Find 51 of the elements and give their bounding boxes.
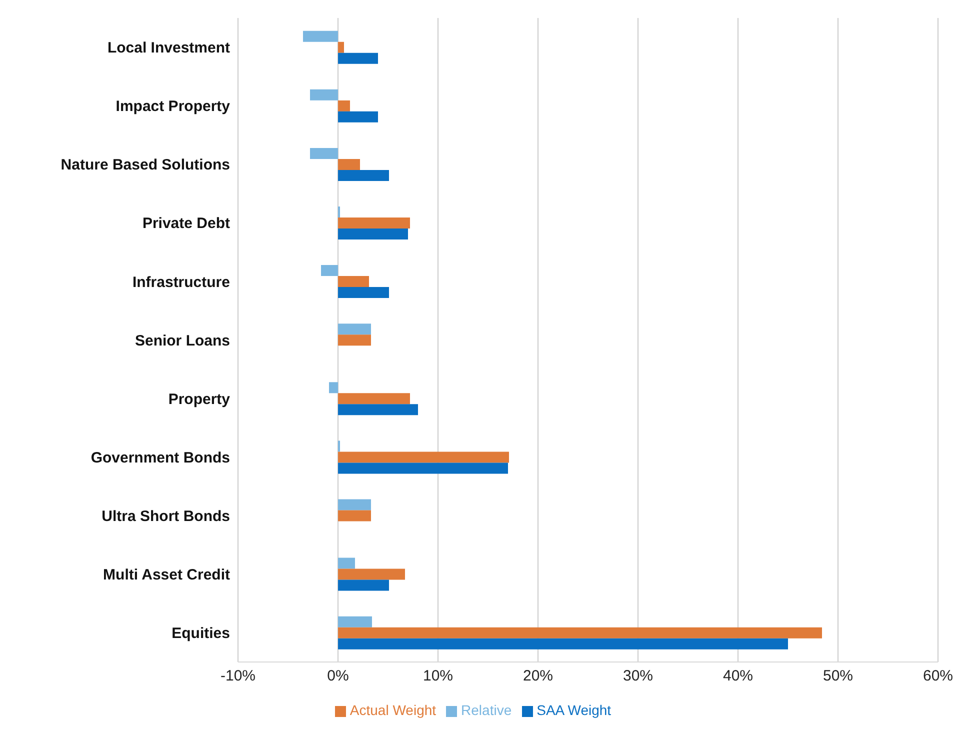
y-tick-label: Property bbox=[168, 390, 231, 408]
bar bbox=[338, 510, 371, 522]
bar bbox=[338, 580, 389, 591]
x-tick-label: 50% bbox=[822, 668, 854, 685]
bar bbox=[338, 287, 389, 298]
bar bbox=[338, 558, 355, 569]
bar bbox=[338, 111, 378, 122]
y-tick-label: Senior Loans bbox=[134, 332, 230, 350]
x-tick-label: 30% bbox=[622, 668, 654, 685]
y-tick-label: Private Debt bbox=[142, 215, 230, 232]
bar bbox=[338, 324, 371, 335]
y-tick-label: Equities bbox=[172, 625, 230, 642]
bar bbox=[338, 334, 371, 346]
x-tick-label: 40% bbox=[722, 668, 754, 685]
bar bbox=[310, 148, 338, 159]
bar bbox=[338, 616, 372, 628]
bar bbox=[303, 30, 338, 42]
legend-label: SAA Weight bbox=[536, 702, 612, 718]
bar bbox=[338, 52, 378, 64]
y-tick-label: Impact Property bbox=[116, 98, 231, 116]
bar bbox=[338, 452, 509, 463]
bar bbox=[338, 638, 788, 650]
y-tick-label: Nature Based Solutions bbox=[60, 156, 230, 174]
bar bbox=[338, 170, 389, 181]
x-tick-label: 10% bbox=[422, 668, 454, 685]
bar bbox=[338, 462, 508, 474]
bar bbox=[338, 158, 360, 170]
bar bbox=[338, 228, 408, 240]
bar bbox=[338, 393, 410, 404]
y-tick-label: Multi Asset Credit bbox=[103, 566, 230, 584]
bar bbox=[338, 499, 371, 510]
bar bbox=[338, 568, 405, 580]
x-tick-label: -10% bbox=[220, 668, 256, 685]
bar bbox=[338, 276, 369, 288]
bar bbox=[310, 89, 338, 100]
bar bbox=[338, 42, 344, 53]
x-tick-label: 20% bbox=[522, 668, 554, 685]
bar bbox=[338, 627, 822, 638]
bar bbox=[329, 382, 338, 394]
x-tick-label: 60% bbox=[922, 668, 954, 685]
y-tick-label: Government Bonds bbox=[90, 449, 230, 466]
x-tick-label: 0% bbox=[327, 668, 349, 685]
y-tick-label: Ultra Short Bonds bbox=[102, 508, 230, 525]
bar bbox=[338, 100, 350, 112]
legend-label: Relative bbox=[461, 702, 512, 718]
legend-label: Actual Weight bbox=[350, 702, 436, 718]
bar bbox=[338, 404, 418, 416]
y-tick-label: Local Investment bbox=[107, 40, 230, 57]
bar bbox=[321, 265, 338, 276]
bar bbox=[338, 218, 410, 229]
y-tick-label: Infrastructure bbox=[132, 274, 230, 291]
